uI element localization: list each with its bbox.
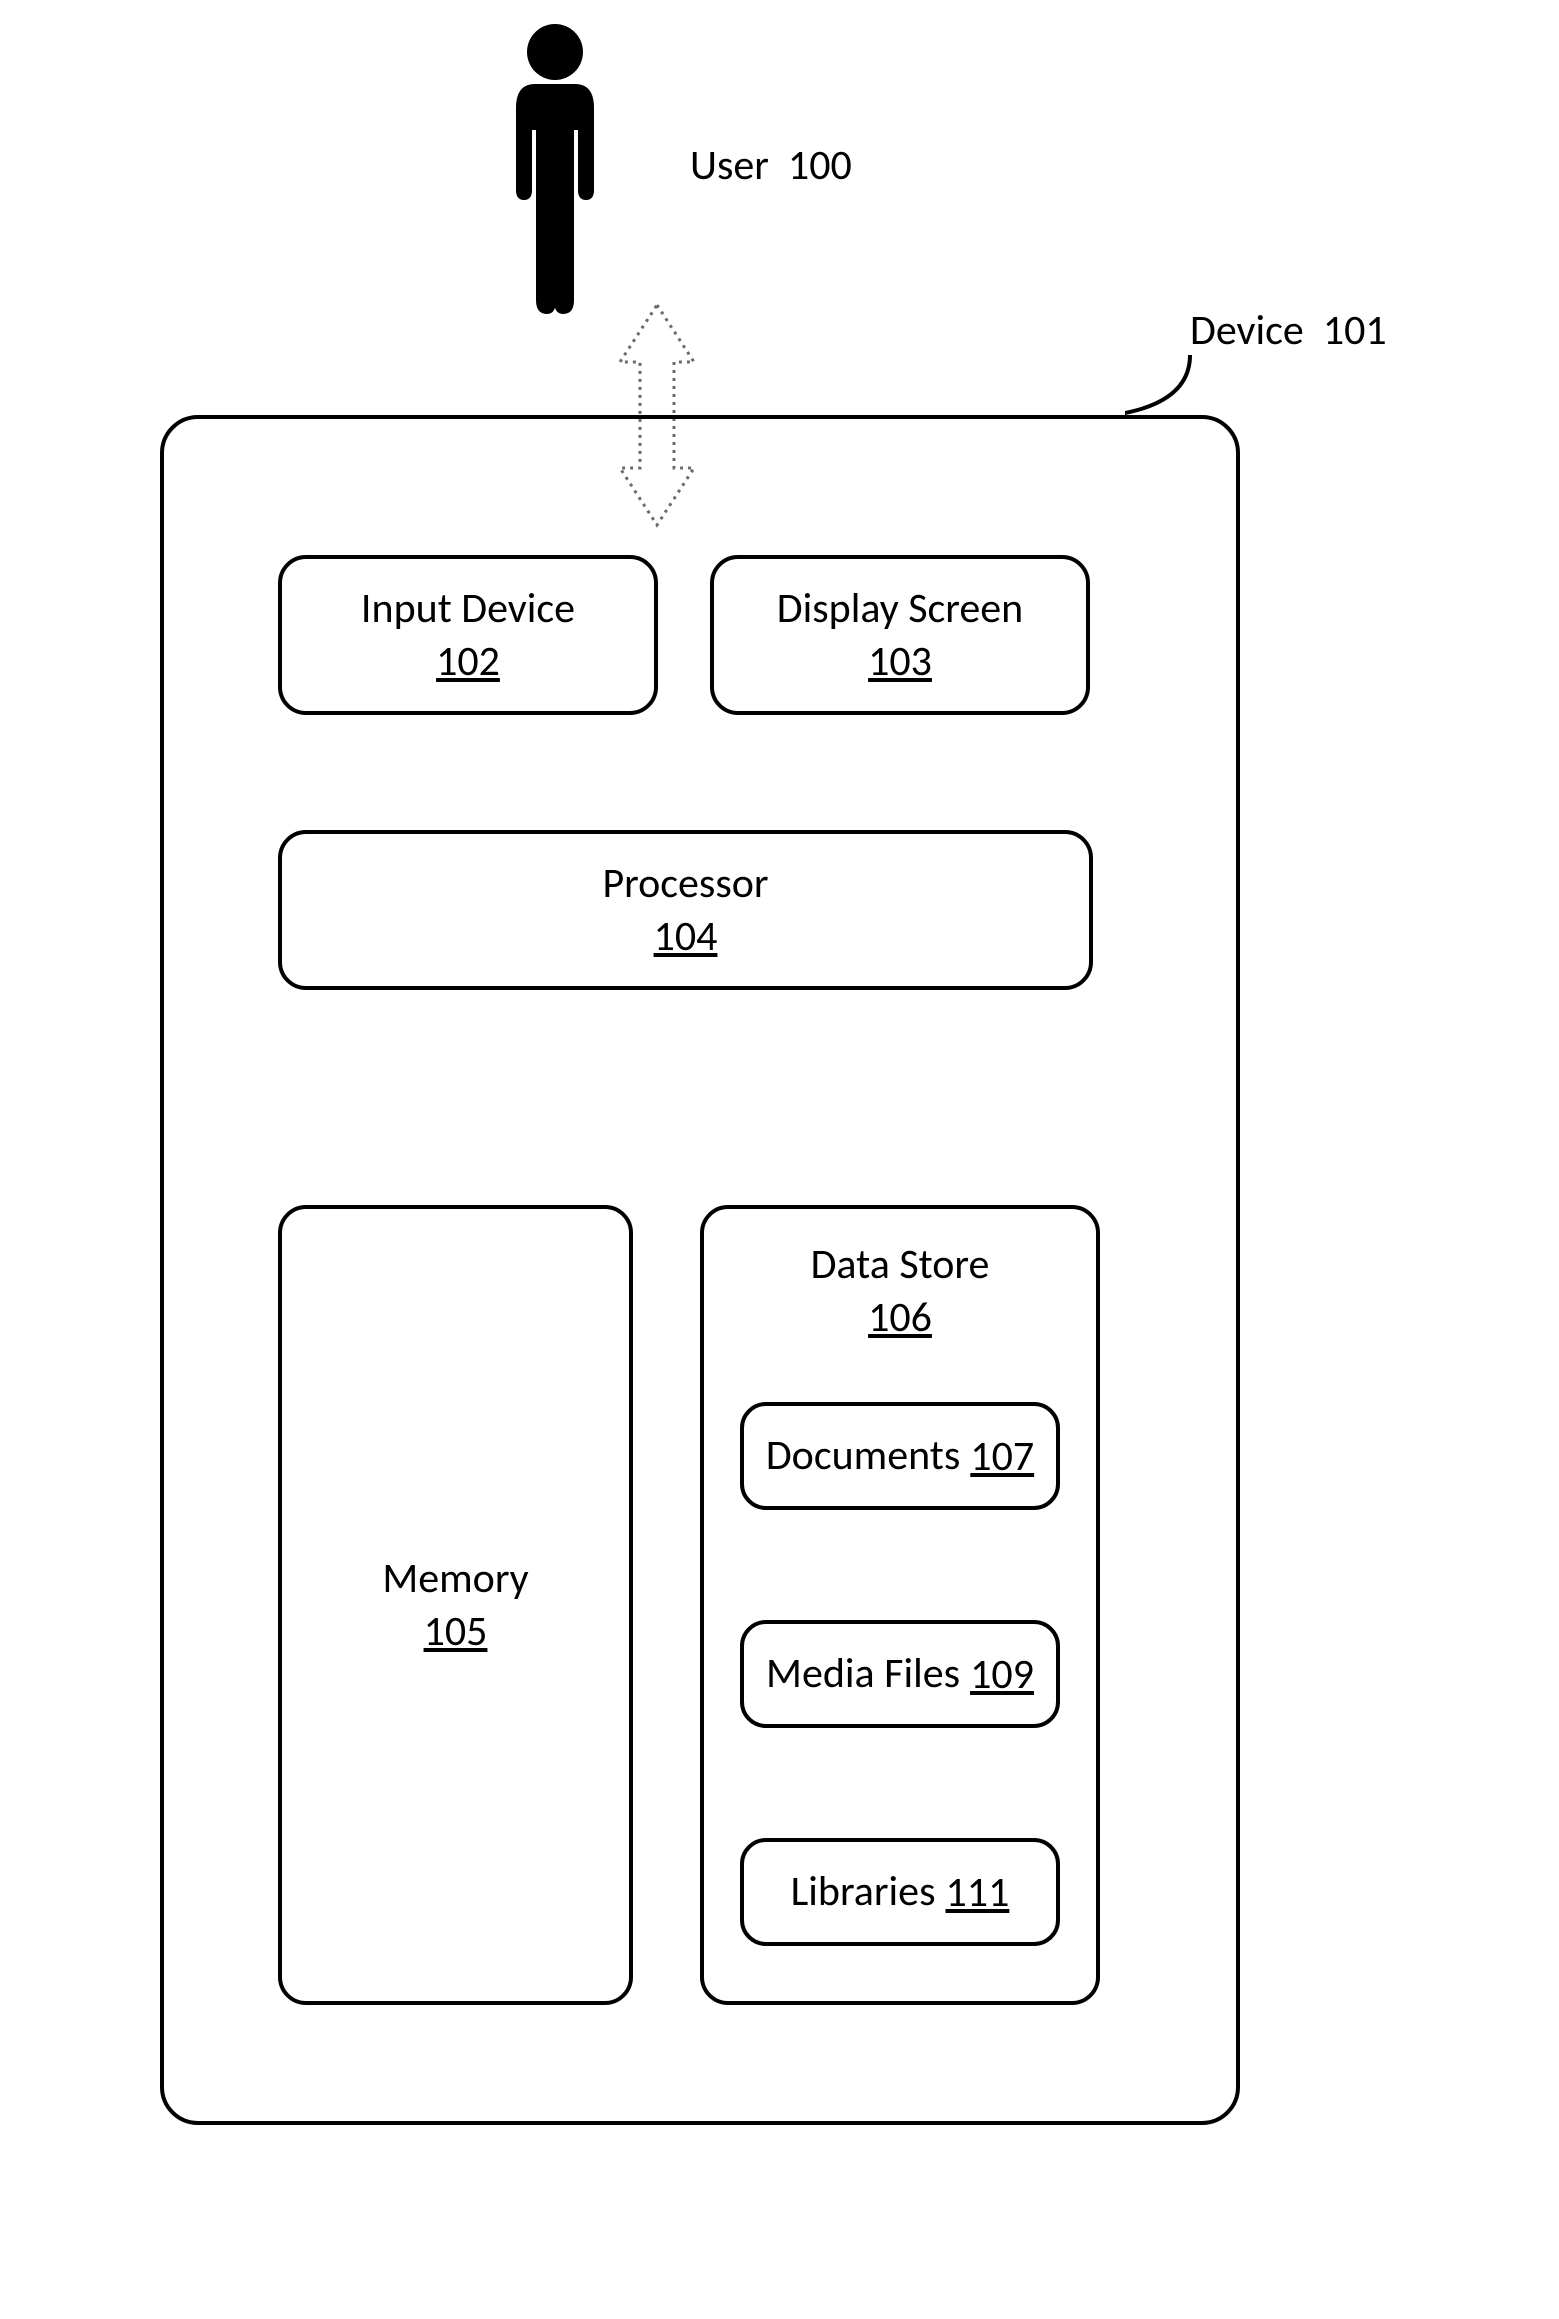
- libraries-ref: 111: [946, 1867, 1010, 1918]
- device-label: Device 101: [1190, 305, 1387, 356]
- libraries-box: Libraries 111: [740, 1838, 1060, 1946]
- libraries-label: Libraries: [791, 1866, 936, 1919]
- user-label-ref: 100: [788, 140, 852, 191]
- documents-label: Documents: [766, 1430, 960, 1483]
- user-label: User 100: [690, 140, 852, 191]
- device-leader-line: [1125, 355, 1205, 420]
- memory-label: Memory: [382, 1553, 528, 1606]
- device-label-text: Device: [1190, 305, 1304, 356]
- data-store-ref: 106: [868, 1292, 932, 1343]
- media-files-label: Media Files: [766, 1648, 960, 1701]
- processor-label: Processor: [602, 858, 768, 911]
- memory-ref: 105: [424, 1606, 488, 1657]
- processor-ref: 104: [654, 911, 718, 962]
- memory-box: Memory 105: [278, 1205, 633, 2005]
- device-label-ref: 101: [1323, 305, 1387, 356]
- media-files-ref: 109: [970, 1649, 1034, 1700]
- data-store-label: Data Store: [811, 1239, 990, 1292]
- person-icon: [490, 20, 620, 320]
- display-screen-label: Display Screen: [777, 583, 1023, 636]
- media-files-box: Media Files 109: [740, 1620, 1060, 1728]
- diagram-canvas: User 100 Device 101 Input Device 102 Dis…: [0, 0, 1559, 2319]
- input-device-box: Input Device 102: [278, 555, 658, 715]
- user-label-text: User: [690, 140, 769, 191]
- documents-box: Documents 107: [740, 1402, 1060, 1510]
- display-screen-box: Display Screen 103: [710, 555, 1090, 715]
- processor-box: Processor 104: [278, 830, 1093, 990]
- input-device-ref: 102: [436, 636, 500, 687]
- documents-ref: 107: [970, 1431, 1034, 1482]
- input-device-label: Input Device: [361, 583, 575, 636]
- display-screen-ref: 103: [868, 636, 932, 687]
